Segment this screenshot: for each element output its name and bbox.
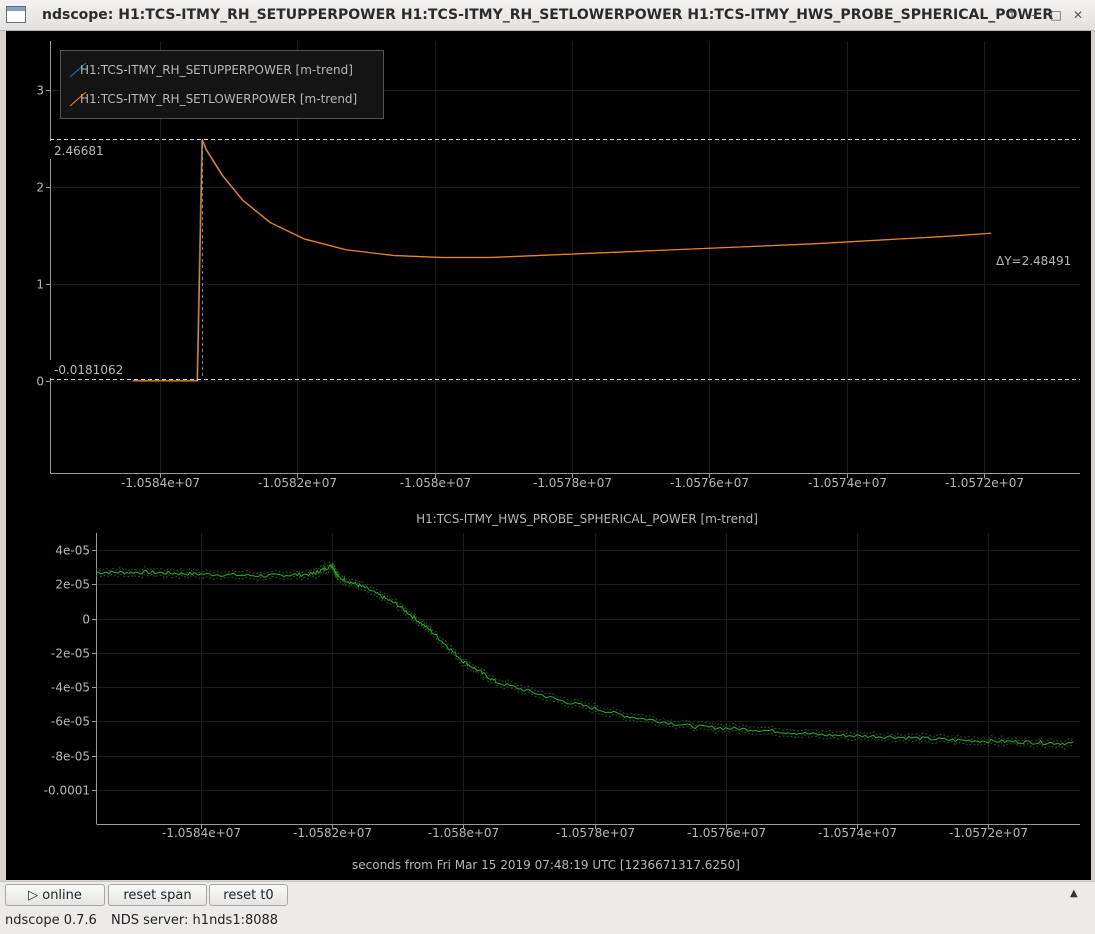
series-setlowerpower-line <box>133 139 992 382</box>
x-axis-label: seconds from Fri Mar 15 2019 07:48:19 UT… <box>352 858 740 872</box>
bottom-x-tick-label: -1.0578e+07 <box>556 826 635 840</box>
bottom-plot[interactable]: H1:TCS-ITMY_HWS_PROBE_SPHERICAL_POWER [m… <box>44 512 1080 840</box>
top-x-tick-label: -1.058e+07 <box>400 476 471 490</box>
top-y-ticks: 3 2 1 0 <box>36 84 50 389</box>
bottom-x-tick-label: -1.0572e+07 <box>949 826 1028 840</box>
series-setupperpower-line <box>132 139 991 382</box>
version-text: ndscope 0.7.6 <box>5 913 97 928</box>
delta-y-label: ΔY=2.48491 <box>996 254 1071 268</box>
server-text: NDS server: h1nds1:8088 <box>111 913 279 928</box>
close-icon[interactable]: ✕ <box>1072 8 1084 22</box>
cursor-upper-label-bg <box>50 141 108 159</box>
title-bar: ndscope: H1:TCS-ITMY_RH_SETUPPERPOWER H1… <box>0 0 1095 31</box>
legend-box <box>60 50 384 119</box>
online-label: online <box>42 888 82 903</box>
bottom-y-tick-label: -8e-05 <box>51 750 90 764</box>
bottom-y-tick-label: -4e-05 <box>51 681 90 695</box>
legend[interactable]: H1:TCS-ITMY_RH_SETUPPERPOWER [m-trend] H… <box>60 50 384 119</box>
bottom-x-tick-label: -1.0584e+07 <box>162 826 241 840</box>
status-bar: ndscope 0.7.6 NDS server: h1nds1:8088 <box>0 910 1095 934</box>
toolbar: ▷ online reset span reset t0 ▲ <box>0 881 1095 910</box>
maximize-icon[interactable]: □ <box>1050 8 1062 22</box>
top-y-tick-label: 2 <box>36 181 44 195</box>
top-x-tick-label: -1.0582e+07 <box>258 476 337 490</box>
window-icon[interactable] <box>6 6 26 23</box>
up-arrow-icon[interactable]: ↑ <box>1006 8 1018 22</box>
bottom-y-tick-label: -0.0001 <box>44 784 90 798</box>
top-series <box>132 139 992 382</box>
bottom-series <box>95 560 1074 750</box>
top-y-tick-label: 3 <box>36 84 44 98</box>
bottom-plot-title: H1:TCS-ITMY_HWS_PROBE_SPHERICAL_POWER [m… <box>416 512 758 526</box>
collapse-up-icon[interactable]: ▲ <box>1070 888 1078 899</box>
bottom-y-ticks: 4e-05 2e-05 0 -2e-05 -4e-05 -6e-05 -8e-05 -0.00… <box>44 544 96 798</box>
bottom-y-tick-label: 2e-05 <box>55 578 90 592</box>
top-x-tick-label: -1.0574e+07 <box>808 476 887 490</box>
top-x-ticks: -1.0584e+07 -1.0582e+07 -1.058e+07 -1.0578e… <box>121 474 1024 490</box>
top-y-tick-label: 0 <box>36 375 44 389</box>
spherical-power-line <box>95 563 1074 746</box>
play-icon: ▷ <box>28 888 39 903</box>
legend-label-upper: H1:TCS-ITMY_RH_SETUPPERPOWER [m-trend] <box>80 63 353 77</box>
cursor-lower-label-bg <box>50 360 130 378</box>
bottom-y-tick-label: 4e-05 <box>55 544 90 558</box>
bottom-x-tick-label: -1.0576e+07 <box>687 826 766 840</box>
cursor-lower-label: -0.0181062 <box>54 363 123 377</box>
top-x-tick-label: -1.0576e+07 <box>670 476 749 490</box>
top-y-tick-label: 1 <box>36 278 44 292</box>
legend-swatch-upper <box>69 62 87 78</box>
window-title: ndscope: H1:TCS-ITMY_RH_SETUPPERPOWER H1… <box>42 7 1054 23</box>
legend-label-lower: H1:TCS-ITMY_RH_SETLOWERPOWER [m-trend] <box>80 92 357 106</box>
legend-swatch-lower <box>69 91 87 107</box>
reset-span-button[interactable]: reset span <box>108 884 207 906</box>
minimize-icon[interactable]: – <box>1031 8 1037 22</box>
online-button[interactable]: ▷ online <box>5 884 105 906</box>
spherical-power-max-line <box>95 560 1074 743</box>
bottom-y-tick-label: 0 <box>82 613 90 627</box>
bottom-y-tick-label: -2e-05 <box>51 647 90 661</box>
bottom-x-tick-label: -1.0574e+07 <box>818 826 897 840</box>
top-x-tick-label: -1.0578e+07 <box>533 476 612 490</box>
bottom-y-tick-label: -6e-05 <box>51 715 90 729</box>
bottom-grid <box>97 533 1080 824</box>
top-x-tick-label: -1.0584e+07 <box>121 476 200 490</box>
cursor-upper-label: 2.46681 <box>54 144 104 158</box>
bottom-x-tick-label: -1.0582e+07 <box>293 826 372 840</box>
reset-t0-button[interactable]: reset t0 <box>209 884 288 906</box>
spherical-power-min-line <box>95 567 1074 750</box>
top-x-tick-label: -1.0572e+07 <box>945 476 1024 490</box>
bottom-x-ticks: -1.0584e+07 -1.0582e+07 -1.058e+07 -1.0578e… <box>162 825 1028 840</box>
bottom-x-tick-label: -1.058e+07 <box>428 826 499 840</box>
